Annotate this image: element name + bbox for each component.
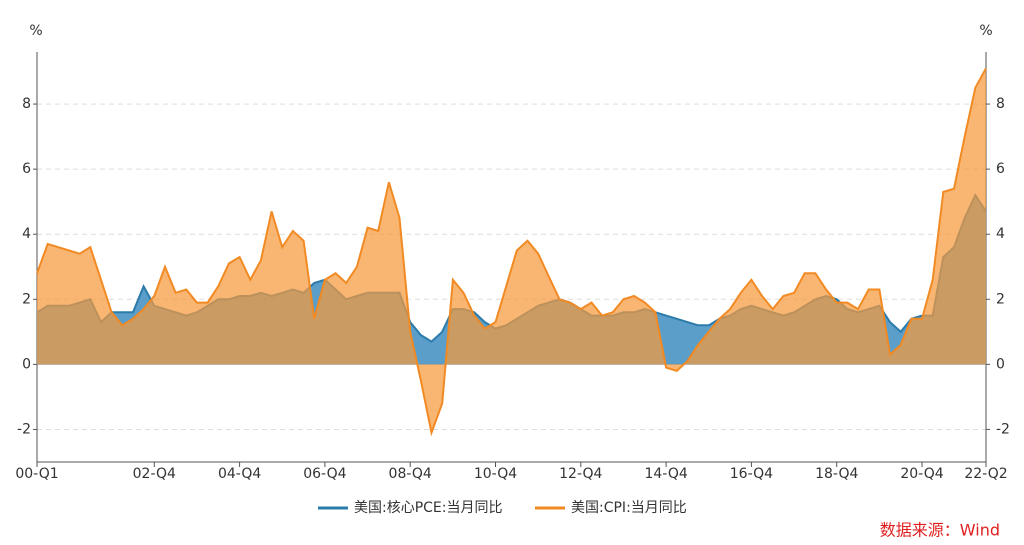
x-tick-label: 04-Q4 (218, 466, 261, 482)
x-tick-label: 06-Q4 (303, 466, 346, 482)
x-tick-label: 08-Q4 (389, 466, 432, 482)
source-note: 数据来源：Wind (880, 521, 1000, 540)
y2-tick-label: -2 (996, 421, 1010, 437)
legend-label: 美国:CPI:当月同比 (571, 500, 687, 516)
y2-axis-title: % (979, 23, 992, 39)
x-tick-label: 22-Q2 (964, 466, 1007, 482)
y2-tick-label: 2 (996, 291, 1005, 307)
y2-tick-label: 0 (996, 356, 1005, 372)
x-tick-label: 20-Q4 (900, 466, 943, 482)
legend-label: 美国:核心PCE:当月同比 (354, 500, 503, 516)
y-tick-label: 2 (22, 291, 31, 307)
x-tick-label: 16-Q4 (730, 466, 773, 482)
x-tick-label: 14-Q4 (644, 466, 687, 482)
x-tick-label: 02-Q4 (133, 466, 176, 482)
y-tick-label: 6 (22, 161, 31, 177)
y-tick-label: 4 (22, 226, 31, 242)
y-axis-title: % (29, 23, 42, 39)
x-tick-label: 18-Q4 (815, 466, 858, 482)
area (37, 68, 986, 433)
x-tick-label: 10-Q4 (474, 466, 517, 482)
y2-tick-label: 6 (996, 161, 1005, 177)
line (36, 67, 987, 437)
y-tick-label: 8 (22, 96, 31, 112)
y2-tick-label: 4 (996, 226, 1005, 242)
y-tick-label: -2 (17, 421, 31, 437)
x-tick-label: 12-Q4 (559, 466, 602, 482)
y-tick-label: 0 (22, 356, 31, 372)
y2-tick-label: 8 (996, 96, 1005, 112)
x-tick-label: 00-Q1 (15, 466, 58, 482)
